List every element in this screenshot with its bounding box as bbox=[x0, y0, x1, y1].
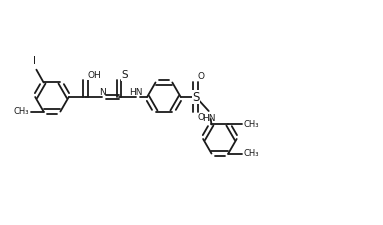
Text: N: N bbox=[99, 88, 106, 97]
Text: OH: OH bbox=[88, 70, 101, 79]
Text: O: O bbox=[198, 72, 205, 81]
Text: I: I bbox=[33, 56, 36, 66]
Text: O: O bbox=[198, 113, 205, 122]
Text: HN: HN bbox=[202, 114, 216, 123]
Text: CH₃: CH₃ bbox=[244, 120, 259, 129]
Text: CH₃: CH₃ bbox=[14, 107, 29, 116]
Text: S: S bbox=[192, 90, 200, 104]
Text: CH₃: CH₃ bbox=[244, 149, 259, 158]
Text: S: S bbox=[121, 70, 128, 80]
Text: HN: HN bbox=[129, 88, 143, 97]
